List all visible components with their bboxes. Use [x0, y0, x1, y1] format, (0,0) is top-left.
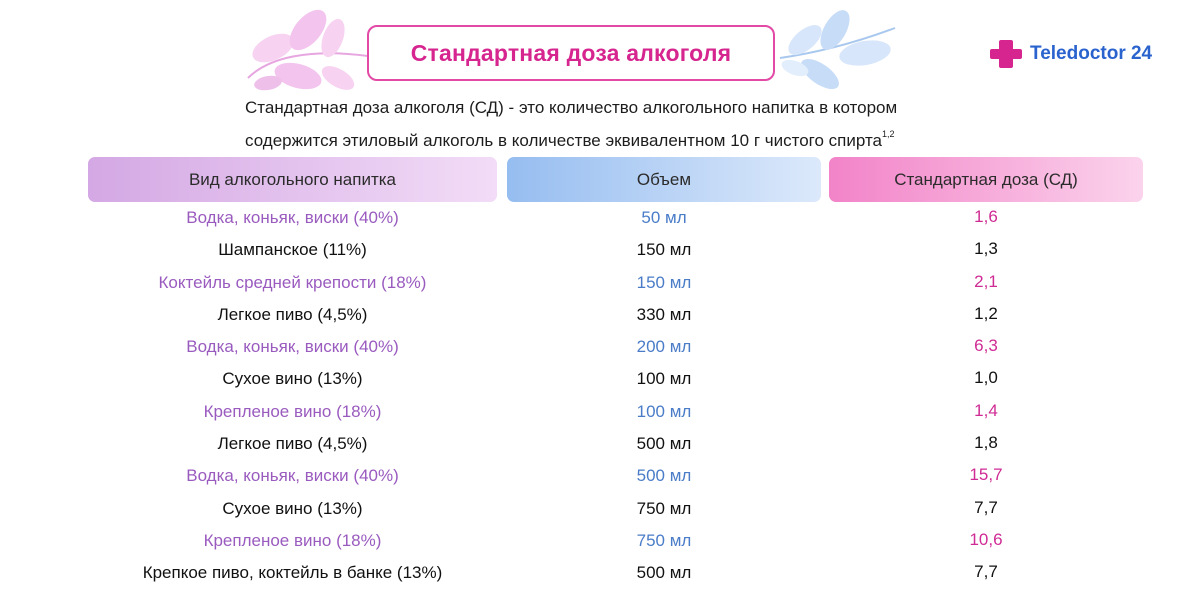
standard-dose-cell: 1,0 [974, 368, 998, 388]
definition-text: Стандартная доза алкоголя (СД) - это кол… [245, 94, 1005, 154]
volume-cell: 500 мл [636, 563, 692, 583]
table-row: Шампанское (11%) 150 мл 1,3 [0, 234, 1200, 266]
table-row: Сухое вино (13%) 750 мл 7,7 [0, 493, 1200, 525]
volume-cell: 50 мл [641, 208, 687, 227]
table-row: Крепленое вино (18%) 750 мл 10,6 [0, 525, 1200, 557]
drink-type-cell: Легкое пиво (4,5%) [217, 304, 368, 324]
title-box: Стандартная доза алкоголя [367, 25, 775, 81]
volume-cell: 500 мл [636, 434, 692, 454]
volume-cell: 100 мл [636, 401, 692, 421]
table-row: Крепкое пиво, коктейль в банке (13%) 500 … [0, 557, 1200, 589]
page-title: Стандартная доза алкоголя [410, 39, 732, 66]
header-volume: Объем [507, 157, 821, 202]
table-row: Водка, коньяк, виски (40%) 50 мл 1,6 [0, 202, 1200, 234]
standard-dose-cell: 10,6 [969, 529, 1003, 549]
volume-cell: 200 мл [636, 337, 692, 357]
standard-dose-cell: 1,3 [974, 239, 998, 259]
volume-cell: 100 мл [636, 369, 692, 389]
header-drink-type: Вид алкогольного напитка [88, 157, 497, 202]
drink-type-cell: Коктейль средней крепости (18%) [158, 272, 427, 292]
standard-dose-cell: 1,8 [974, 433, 998, 453]
drink-type-cell: Легкое пиво (4,5%) [217, 434, 368, 454]
standard-dose-cell: 2,1 [974, 271, 998, 291]
table-row: Легкое пиво (4,5%) 330 мл 1,2 [0, 299, 1200, 331]
footnote-ref: 1,2 [882, 129, 895, 139]
plus-cross-icon [990, 40, 1022, 68]
drink-type-cell: Водка, коньяк, виски (40%) [186, 466, 399, 486]
floral-decoration-right [779, 10, 896, 90]
definition-line-1: Стандартная доза алкоголя (СД) - это кол… [245, 98, 898, 117]
volume-cell: 150 мл [636, 240, 692, 260]
standard-dose-cell: 7,7 [974, 497, 998, 517]
volume-cell: 150 мл [636, 272, 692, 292]
standard-dose-cell: 1,4 [974, 400, 998, 420]
drink-type-cell: Крепкое пиво, коктейль в банке (13%) [142, 563, 443, 583]
table-row: Крепленое вино (18%) 100 мл 1,4 [0, 396, 1200, 428]
volume-cell: 330 мл [636, 304, 692, 324]
table-row: Коктейль средней крепости (18%) 150 мл 2,1 [0, 267, 1200, 299]
volume-cell: 500 мл [636, 466, 692, 486]
standard-dose-cell: 7,7 [974, 562, 998, 582]
drink-type-cell: Шампанское (11%) [218, 240, 367, 260]
brand-name: Teledoctor 24 [1030, 43, 1153, 64]
header-standard-dose: Стандартная доза (СД) [829, 157, 1143, 202]
dose-table-body: Водка, коньяк, виски (40%) 50 мл 1,6 Шампан… [0, 202, 1200, 590]
drink-type-cell: Сухое вино (13%) [222, 498, 363, 518]
standard-dose-cell: 1,6 [974, 207, 998, 226]
volume-cell: 750 мл [636, 498, 692, 518]
volume-cell: 750 мл [636, 530, 692, 550]
drink-type-cell: Крепленое вино (18%) [203, 530, 382, 550]
drink-type-cell: Водка, коньяк, виски (40%) [186, 337, 399, 357]
drink-type-cell: Крепленое вино (18%) [203, 401, 382, 421]
definition-line-2: содержится этиловый алкоголь в количеств… [245, 121, 1005, 154]
definition-line-2-text: содержится этиловый алкоголь в количеств… [245, 131, 883, 150]
standard-dose-cell: 1,2 [974, 303, 998, 323]
table-row: Сухое вино (13%) 100 мл 1,0 [0, 363, 1200, 395]
brand-logo: Teledoctor 24 [990, 38, 1152, 70]
table-row: Легкое пиво (4,5%) 500 мл 1,8 [0, 428, 1200, 460]
standard-dose-cell: 6,3 [974, 336, 998, 356]
standard-dose-cell: 15,7 [969, 465, 1003, 485]
drink-type-cell: Водка, коньяк, виски (40%) [186, 208, 399, 227]
floral-decoration-left [247, 9, 369, 91]
table-row: Водка, коньяк, виски (40%) 500 мл 15,7 [0, 460, 1200, 492]
table-row: Водка, коньяк, виски (40%) 200 мл 6,3 [0, 331, 1200, 363]
drink-type-cell: Сухое вино (13%) [222, 369, 363, 389]
